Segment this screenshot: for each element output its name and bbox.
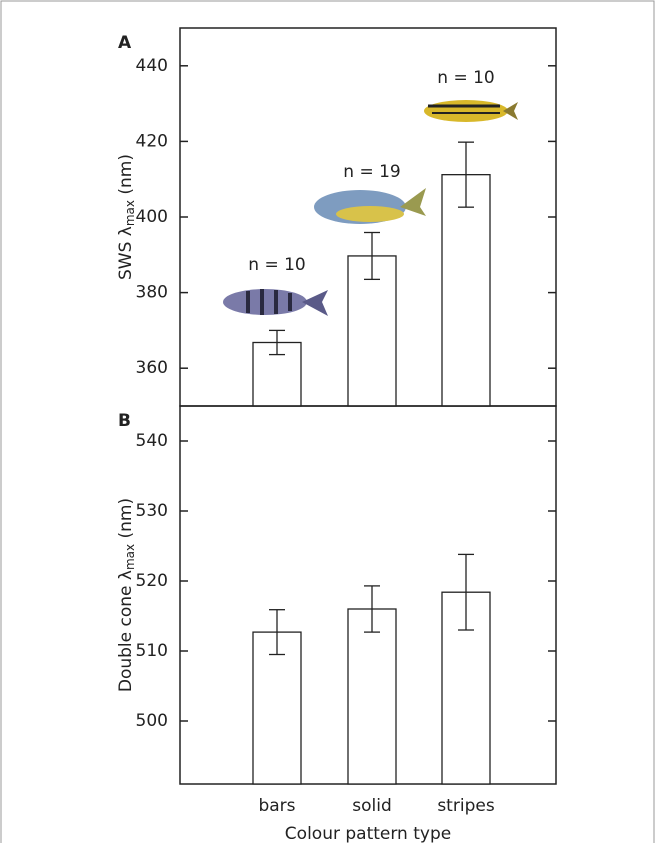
y-axis-label: Double cone λmax (nm)	[116, 498, 137, 692]
fish-bars	[223, 289, 328, 316]
fish-solid	[314, 188, 426, 224]
y-axis-label-part: (nm)	[116, 498, 136, 544]
panel-label: A	[118, 33, 132, 53]
y-axis-label-part: (nm)	[116, 154, 136, 200]
y-axis-label-part: SWS λ	[116, 226, 136, 280]
x-axis-label: Colour pattern type	[285, 824, 451, 843]
y-tick-label: 540	[136, 431, 168, 451]
y-axis-label-part: max	[123, 544, 137, 570]
y-tick-label: 380	[136, 283, 168, 303]
y-tick-label: 500	[136, 711, 168, 731]
y-tick-label: 440	[136, 56, 168, 76]
bar	[442, 175, 490, 406]
fish-stripes	[424, 100, 518, 122]
y-axis-label-part: max	[123, 200, 137, 226]
y-tick-label: 530	[136, 501, 168, 521]
bar	[348, 609, 396, 784]
y-tick-label: 520	[136, 571, 168, 591]
annotation: n = 19	[343, 162, 400, 182]
annotation: n = 10	[248, 255, 305, 275]
panel-label: B	[118, 411, 131, 431]
y-tick-label: 510	[136, 641, 168, 661]
y-tick-label: 400	[136, 207, 168, 227]
y-axis-label-part: Double cone λ	[116, 570, 136, 692]
x-tick-label: solid	[352, 796, 392, 816]
y-axis-label: SWS λmax (nm)	[116, 154, 137, 280]
figure: A360380400420440SWS λmax (nm)n = 10n = 1…	[0, 0, 656, 843]
x-tick-label: stripes	[437, 796, 494, 816]
y-tick-label: 420	[136, 131, 168, 151]
x-tick-label: bars	[258, 796, 295, 816]
y-tick-label: 360	[136, 358, 168, 378]
annotation: n = 10	[437, 68, 494, 88]
